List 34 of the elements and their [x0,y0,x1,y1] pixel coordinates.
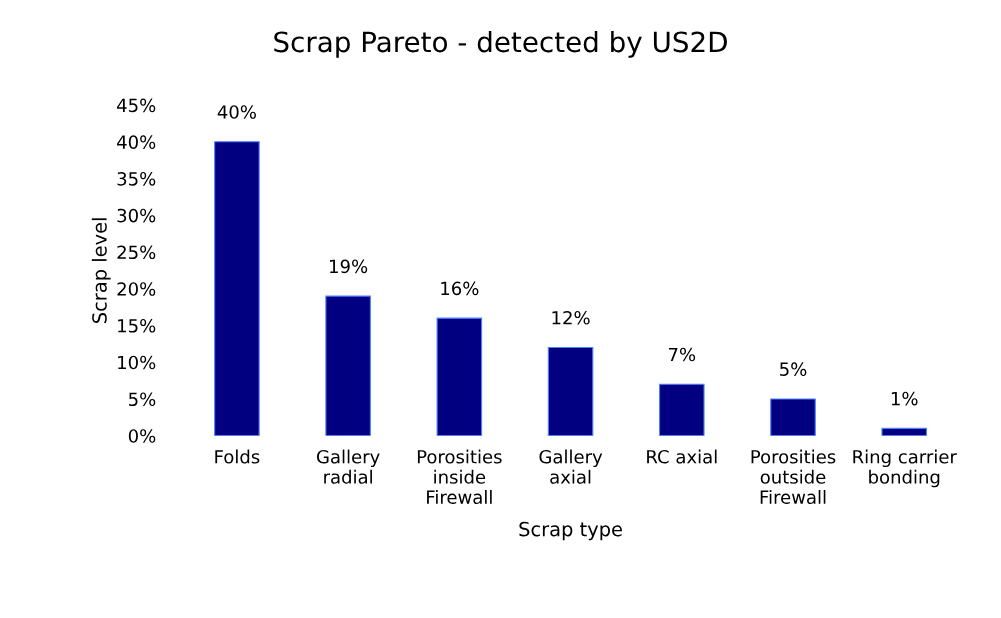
data-label: 12% [552,310,590,325]
y-tick-label: 30% [117,208,156,223]
y-tick-label: 40% [117,135,156,149]
data-label: 5% [780,362,807,377]
x-tick-label: Folds [215,449,260,464]
y-tick-label: 5% [129,392,156,407]
y-tick-label: 0% [128,429,156,443]
y-tick-label: 35% [117,171,156,186]
bar [325,295,371,436]
data-label: 19% [330,259,368,274]
bar [547,346,594,436]
data-label: 1% [891,391,918,406]
x-axis-title: Scrap type [519,521,622,541]
data-label: 16% [441,281,479,296]
bar [214,141,260,436]
x-tick-label: Gallery axial [539,449,603,484]
bar [770,398,816,436]
y-tick-label: 15% [118,318,156,333]
bar [658,383,705,436]
x-tick-label: Ring carrier bonding [853,449,957,488]
x-tick-label: Porosities inside Firewall [417,449,502,504]
y-axis-title: Scrap level [91,218,111,323]
y-tick-label: 20% [117,282,156,296]
data-label: 7% [668,347,696,362]
data-label: 40% [217,105,256,119]
x-tick-label: Porosities outside Firewall [751,449,836,504]
bar [881,427,928,436]
bar [436,317,483,436]
x-tick-label: Gallery radial [316,449,380,484]
chart-title: Scrap Pareto - detected by US2D [274,30,727,58]
y-tick-label: 25% [117,245,156,260]
x-tick-label: RC axial [647,449,717,464]
y-tick-label: 45% [117,98,156,113]
y-tick-label: 10% [118,355,156,370]
